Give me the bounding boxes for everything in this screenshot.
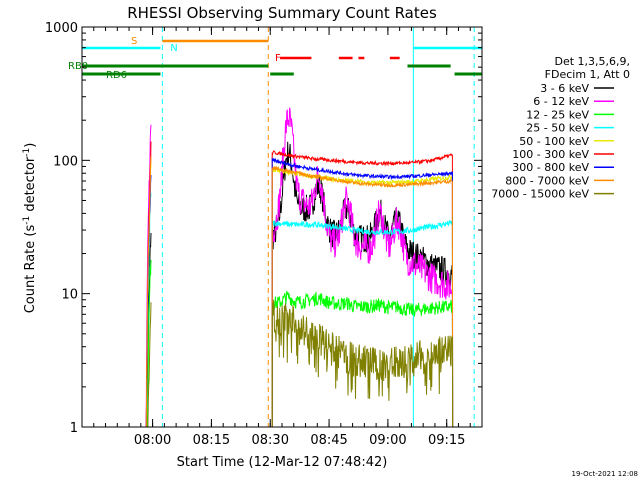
flare-flag-label: F bbox=[275, 53, 281, 64]
night-flag-label: N bbox=[170, 43, 177, 54]
saa-flag-label: S bbox=[131, 36, 137, 47]
plot-frame bbox=[81, 26, 483, 428]
series-line-early bbox=[145, 156, 152, 428]
legend-label: 12 - 25 keV bbox=[526, 108, 589, 121]
x-axis-ticks: 08:00 08:15 08:30 08:45 09:00 09:15 bbox=[81, 27, 483, 448]
y-tick-label: 1000 bbox=[45, 21, 78, 36]
x-tick-label: 08:00 bbox=[134, 433, 171, 448]
timestamp: 19-Oct-2021 12:08 bbox=[572, 470, 638, 478]
legend-label: 25 - 50 keV bbox=[526, 122, 589, 135]
x-tick-label: 08:30 bbox=[252, 433, 289, 448]
y-tick-label: 10 bbox=[61, 288, 78, 303]
series-line bbox=[271, 150, 454, 428]
x-tick-label: 09:15 bbox=[428, 433, 465, 448]
ylabel-close: ) bbox=[23, 143, 38, 148]
ylabel-main: Count Rate (s bbox=[23, 225, 38, 314]
series-line bbox=[271, 219, 454, 428]
y-tick-label: 1 bbox=[70, 421, 78, 436]
legend-label: 3 - 6 keV bbox=[540, 82, 589, 95]
legend-label: 50 - 100 keV bbox=[519, 135, 589, 148]
legend-header-2: FDecim 1, Att 0 bbox=[545, 68, 630, 81]
legend-label: 300 - 800 keV bbox=[512, 161, 589, 174]
plot-area: S N F RB0 RD6 bbox=[68, 27, 482, 428]
legend-label: 7000 - 15000 keV bbox=[491, 188, 589, 201]
ylabel-sup: -1 bbox=[22, 216, 32, 225]
x-tick-label: 08:15 bbox=[193, 433, 230, 448]
x-tick-label: 09:00 bbox=[369, 433, 406, 448]
ylabel-sup2: -1 bbox=[22, 148, 32, 157]
svg-text:Count Rate (s-1 detector-1): Count Rate (s-1 detector-1) bbox=[22, 143, 38, 314]
chart-title: RHESSI Observing Summary Count Rates bbox=[127, 4, 437, 22]
y-tick-label: 100 bbox=[53, 154, 78, 169]
ylabel-end: detector bbox=[23, 156, 38, 216]
rd6-flag-label: RD6 bbox=[106, 70, 127, 81]
legend-label: 800 - 7000 keV bbox=[505, 174, 589, 187]
legend-label: 6 - 12 keV bbox=[533, 95, 589, 108]
series-line bbox=[271, 107, 454, 428]
legend: Det 1,3,5,6,9, FDecim 1, Att 0 3 - 6 keV… bbox=[491, 55, 630, 201]
y-axis-ticks: 1 10 100 1000 bbox=[45, 21, 482, 436]
legend-header-1: Det 1,3,5,6,9, bbox=[554, 55, 630, 68]
y-axis-label: Count Rate (s-1 detector-1) bbox=[22, 143, 38, 314]
legend-label: 100 - 300 keV bbox=[512, 148, 589, 161]
rb0-flag-label: RB0 bbox=[68, 61, 88, 72]
series-line bbox=[271, 299, 454, 428]
x-axis-label: Start Time (12-Mar-12 07:48:42) bbox=[177, 455, 388, 470]
x-tick-label: 08:45 bbox=[310, 433, 347, 448]
series-line bbox=[271, 165, 454, 428]
series-line bbox=[271, 290, 454, 428]
series-line bbox=[271, 157, 454, 428]
